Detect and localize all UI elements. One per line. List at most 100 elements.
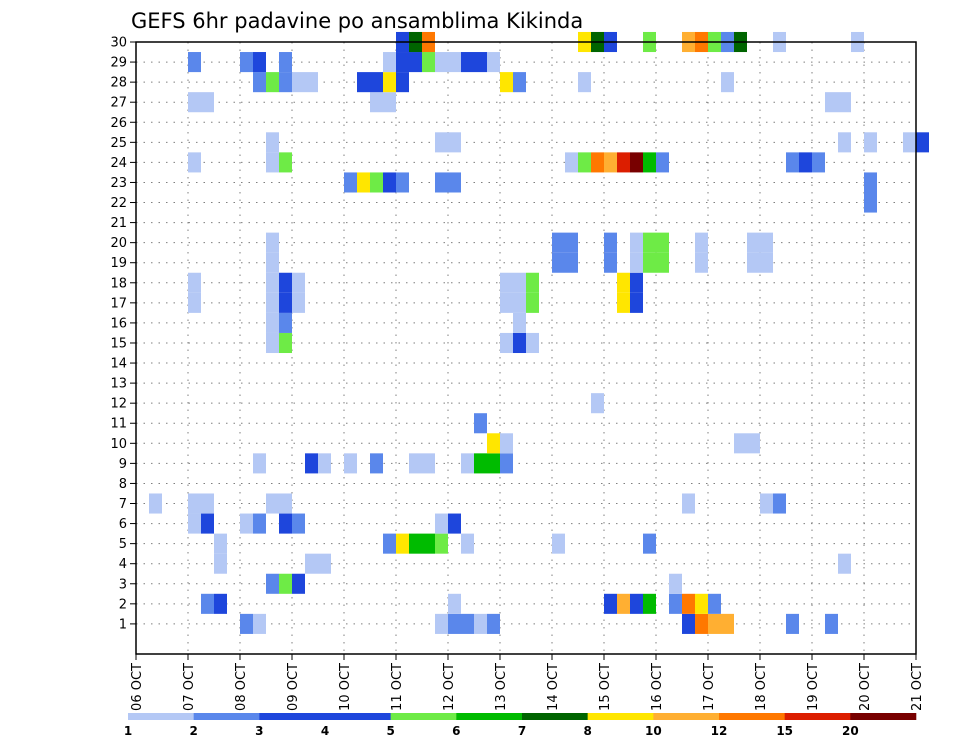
- heatmap-cell: [500, 332, 513, 354]
- heatmap-cell: [695, 252, 708, 273]
- heatmap-cell: [435, 613, 448, 634]
- heatmap-cell: [357, 172, 370, 193]
- heatmap-cell: [279, 152, 292, 173]
- heatmap-cell: [188, 272, 201, 293]
- x-tick-label: 14 OCT: [546, 663, 561, 711]
- heatmap-cell: [916, 132, 929, 153]
- colorbar-segment: [719, 713, 785, 720]
- heatmap-cell: [747, 252, 760, 273]
- x-tick-label: 18 OCT: [754, 663, 769, 711]
- heatmap-cell: [266, 232, 279, 253]
- heatmap-cell: [461, 533, 474, 554]
- heatmap-cell: [214, 553, 227, 574]
- colorbar-segment: [587, 713, 654, 720]
- heatmap-cell: [279, 493, 292, 514]
- heatmap-cell: [344, 172, 357, 193]
- colorbar-label: 6: [452, 724, 460, 738]
- y-tick-label: 6: [119, 517, 127, 532]
- heatmap-cell: [500, 72, 513, 93]
- heatmap-cell: [747, 433, 760, 454]
- heatmap-cell: [474, 453, 487, 474]
- heatmap-cell: [526, 332, 539, 354]
- heatmap-cell: [188, 292, 201, 313]
- heatmap-cell: [864, 192, 877, 213]
- heatmap-cell: [370, 172, 383, 193]
- heatmap-cell: [630, 152, 643, 173]
- y-tick-label: 27: [110, 96, 127, 111]
- colorbar-label: 2: [189, 724, 197, 738]
- heatmap-cell: [630, 292, 643, 313]
- y-tick-label: 12: [110, 397, 127, 412]
- heatmap-cell: [487, 613, 500, 634]
- heatmap-cell: [669, 573, 682, 594]
- heatmap-cell: [266, 332, 279, 354]
- heatmap-cell: [435, 132, 448, 153]
- heatmap-cell: [292, 513, 305, 534]
- y-tick-label: 7: [119, 497, 127, 512]
- heatmap-cell: [656, 232, 669, 253]
- y-tick-label: 4: [119, 557, 127, 572]
- colorbar: 1 2 3 4 5 6 7 8 10 12 15 20: [124, 713, 917, 738]
- colorbar-segment: [456, 713, 523, 720]
- heatmap-cell: [500, 272, 513, 293]
- colorbar-segment: [653, 713, 720, 720]
- y-tick-label: 9: [119, 457, 127, 472]
- heatmap-cell: [617, 292, 630, 313]
- colorbar-label: 4: [321, 724, 329, 738]
- heatmap-cell: [396, 72, 409, 93]
- x-tick-label: 20 OCT: [858, 663, 873, 711]
- y-tick-label: 16: [110, 316, 127, 331]
- colorbar-label: 7: [518, 724, 526, 738]
- heatmap-cell: [266, 152, 279, 173]
- heatmap-cell: [266, 493, 279, 514]
- heatmap-cell: [279, 272, 292, 293]
- heatmap-cell: [409, 52, 422, 73]
- heatmap-cell: [422, 533, 435, 554]
- y-tick-label: 17: [110, 296, 127, 311]
- heatmap-cell: [253, 513, 266, 534]
- heatmap-cell: [435, 52, 448, 73]
- x-tick-label: 11 OCT: [390, 663, 405, 711]
- colorbar-label: 8: [583, 724, 591, 738]
- heatmap-cell: [149, 493, 162, 514]
- x-tick-label: 21 OCT: [910, 663, 925, 711]
- heatmap-cell: [461, 52, 474, 73]
- heatmap-cell: [695, 593, 708, 614]
- heatmap-cell: [643, 232, 656, 253]
- x-tick-label: 07 OCT: [182, 663, 197, 711]
- heatmap-cell: [188, 52, 201, 73]
- heatmap-cell: [565, 232, 578, 253]
- y-tick-label: 19: [110, 256, 127, 271]
- heatmap-cell: [513, 312, 526, 333]
- y-tick-label: 1: [119, 617, 127, 632]
- heatmap-cell: [578, 72, 591, 93]
- colorbar-segment: [128, 713, 194, 720]
- heatmap-cell: [318, 553, 331, 574]
- heatmap-cell: [500, 292, 513, 313]
- heatmap-cell: [760, 493, 773, 514]
- heatmap-cell: [604, 232, 617, 253]
- colorbar-segment: [259, 713, 326, 720]
- heatmap-cell: [617, 272, 630, 293]
- heatmap-cell: [266, 272, 279, 293]
- colorbar-label: 20: [842, 724, 859, 738]
- heatmap-cell: [318, 453, 331, 474]
- heatmap-cell: [864, 172, 877, 193]
- heatmap-cell: [448, 132, 461, 153]
- heatmap-cell: [799, 152, 812, 173]
- heatmap-cell: [604, 152, 617, 173]
- heatmap-cell: [370, 453, 383, 474]
- heatmap-cell: [474, 52, 487, 73]
- y-tick-label: 3: [119, 577, 127, 592]
- heatmap-cell: [838, 132, 851, 153]
- heatmap-cell: [695, 613, 708, 634]
- heatmap-cell: [630, 593, 643, 614]
- y-tick-label: 8: [119, 477, 127, 492]
- heatmap-cell: [435, 513, 448, 534]
- heatmap-cell: [214, 593, 227, 614]
- heatmap-cell: [630, 272, 643, 293]
- heatmap-cell: [188, 92, 201, 113]
- y-tick-label: 14: [110, 357, 127, 372]
